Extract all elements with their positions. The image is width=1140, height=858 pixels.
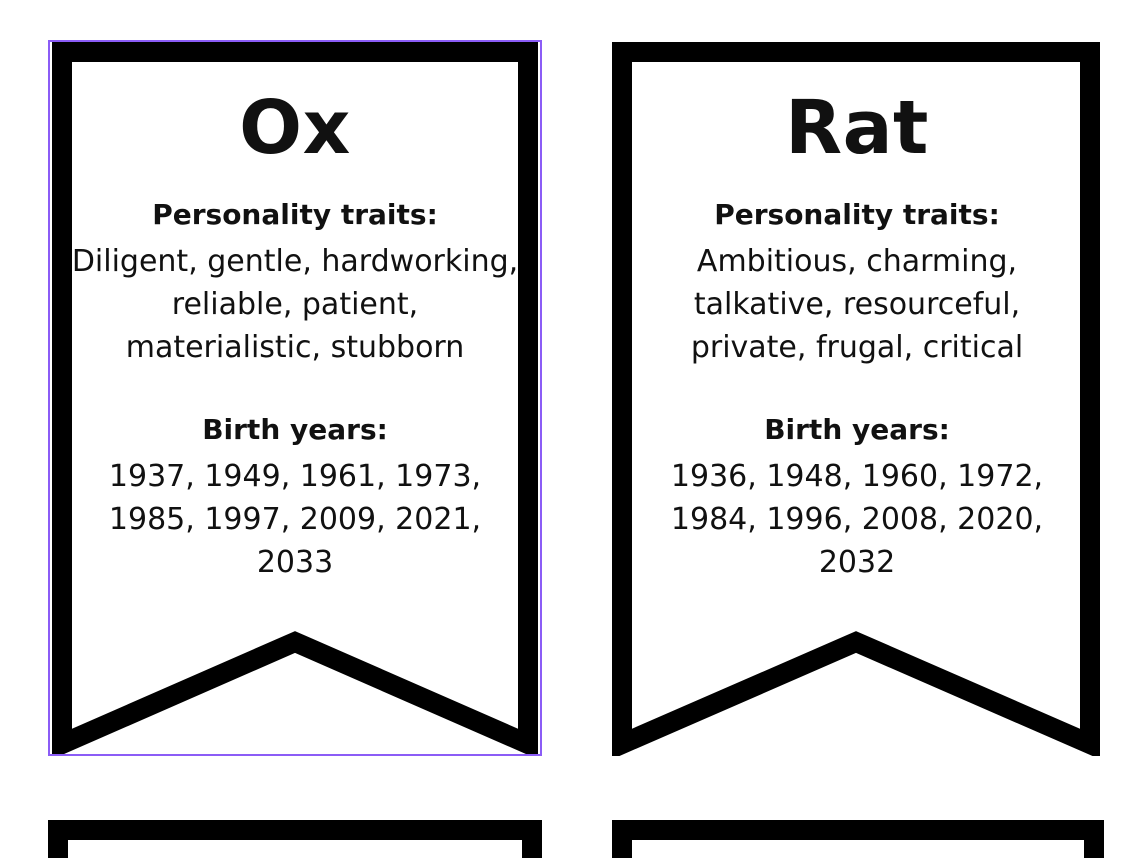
personality-traits-label: Personality traits: [152,198,438,231]
banner-card-partial[interactable] [48,818,542,858]
personality-traits-text: Diligent, gentle, hardworking, reliable,… [48,240,542,369]
birth-years-text: 1937, 1949, 1961, 1973, 1985, 1997, 2009… [48,455,542,584]
card-title: Rat [785,85,929,171]
years-line: 2032 [818,545,896,580]
years-line: 1985, 1997, 2009, 2021, [108,502,482,537]
traits-line: private, frugal, critical [690,330,1024,365]
traits-line: Diligent, gentle, hardworking, [71,244,519,279]
birth-years-text: 1936, 1948, 1960, 1972, 1984, 1996, 2008… [610,455,1104,584]
personality-traits-label: Personality traits: [714,198,1000,231]
birth-years-label: Birth years: [764,413,950,446]
banner-shape [48,820,542,858]
personality-traits-text: Ambitious, charming, talkative, resource… [610,240,1104,369]
banner-shape [612,42,1100,756]
birth-years-label: Birth years: [202,413,388,446]
years-line: 1936, 1948, 1960, 1972, [670,459,1044,494]
banner-card-partial[interactable] [610,818,1104,858]
traits-line: materialistic, stubborn [125,330,465,365]
traits-line: reliable, patient, [171,287,419,322]
banner-shape [612,820,1104,858]
traits-line: Ambitious, charming, [696,244,1018,279]
years-line: 1984, 1996, 2008, 2020, [670,502,1044,537]
banner-content: Rat Personality traits: Ambitious, charm… [610,86,1104,584]
years-line: 2033 [256,545,334,580]
card-title: Ox [239,85,351,171]
traits-line: talkative, resourceful, [693,287,1021,322]
banner-card-ox[interactable]: Ox Personality traits: Diligent, gentle,… [48,40,542,756]
banner-card-rat[interactable]: Rat Personality traits: Ambitious, charm… [610,40,1104,756]
years-line: 1937, 1949, 1961, 1973, [108,459,482,494]
banner-content: Ox Personality traits: Diligent, gentle,… [48,86,542,584]
banner-shape [52,42,538,756]
